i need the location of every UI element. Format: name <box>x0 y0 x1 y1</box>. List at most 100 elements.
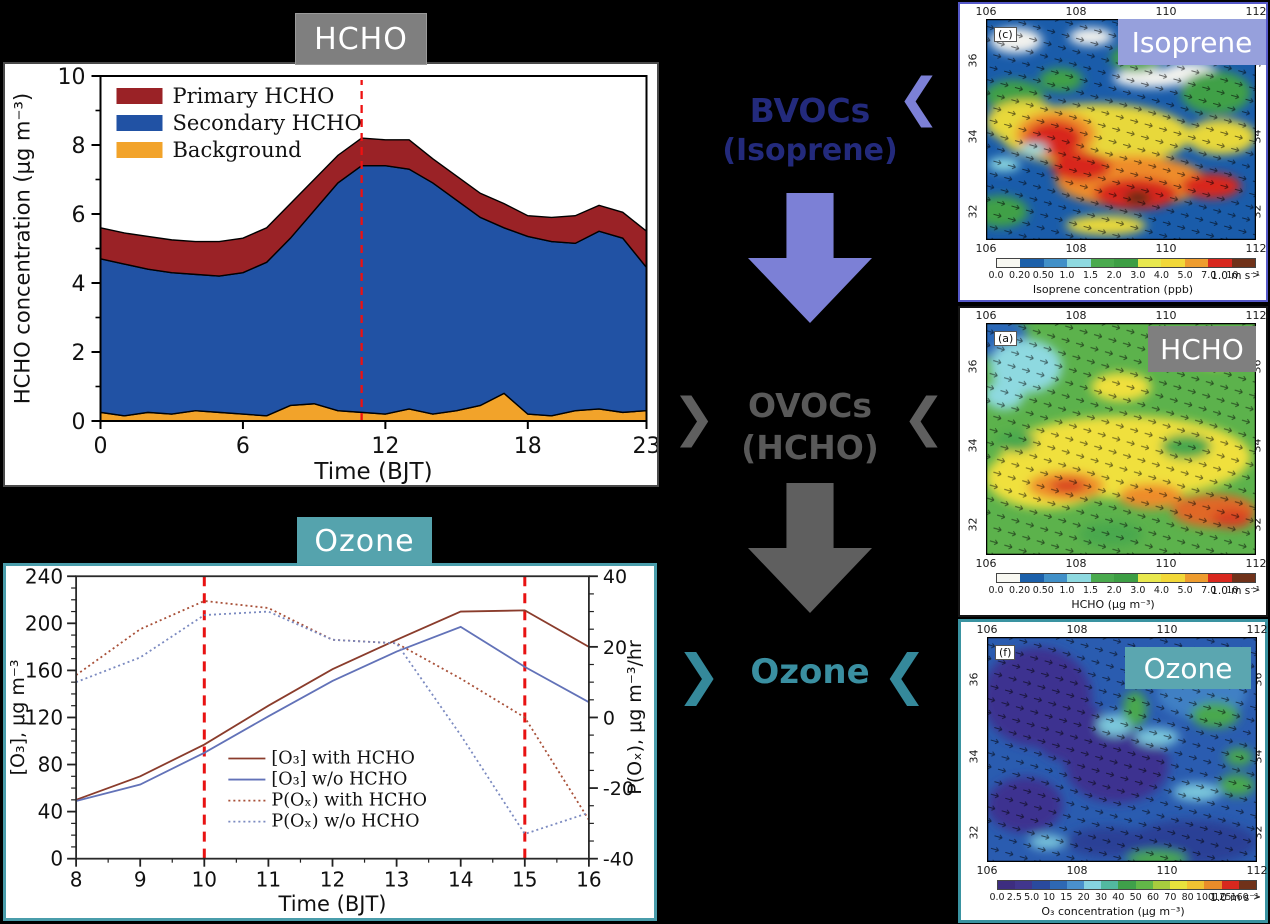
ozone-map-title: Ozone <box>1125 647 1251 689</box>
colorbar-cell <box>1231 259 1255 267</box>
lon-tick-label: 112 <box>1246 864 1268 877</box>
lon-tick-label: 106 <box>975 309 997 322</box>
svg-text:80: 80 <box>38 753 63 777</box>
map-panel-label: (a) <box>994 331 1018 346</box>
colorbar-tick-label: 80 <box>1181 892 1194 903</box>
lon-tick-label: 108 <box>1066 623 1088 636</box>
colorbar-tick-label: 3.0 <box>1130 270 1146 281</box>
bvocs-text: BVOCs <box>749 91 871 130</box>
colorbar-tick-label: 2.0 <box>1106 270 1122 281</box>
lon-tick-label: 110 <box>1156 864 1178 877</box>
hcho-diurnal-chart-panel: 0 2 4 6 8 10 0 6 12 18 23 Time (BJT) HCHO concentrat… <box>3 62 659 487</box>
svg-text:10: 10 <box>58 65 86 90</box>
svg-text:0: 0 <box>603 707 615 729</box>
svg-text:P(Oₓ) w/o HCHO: P(Oₓ) w/o HCHO <box>271 812 419 832</box>
ozone-chart-title-text: Ozone <box>314 523 415 559</box>
svg-text:2: 2 <box>72 341 86 366</box>
svg-text:0: 0 <box>72 410 86 435</box>
svg-text:12: 12 <box>320 868 345 892</box>
lon-tick-label: 112 <box>1245 557 1267 570</box>
isoprene-map-title: Isoprene <box>1118 19 1266 65</box>
svg-text:0: 0 <box>94 434 108 459</box>
colorbar-cell <box>1067 574 1091 582</box>
lat-tick-label: 34 <box>966 129 980 143</box>
svg-text:4: 4 <box>72 272 86 297</box>
lon-tick-label: 112 <box>1245 242 1267 255</box>
colorbar-cell <box>1118 881 1136 889</box>
colorbar-cell <box>1161 259 1185 267</box>
colorbar-tick-label: 0.0 <box>988 585 1004 596</box>
lat-tick-label: 32 <box>967 825 981 840</box>
wind-scale-label: 1.0 m s⁻¹ <box>1210 892 1259 904</box>
colorbar-tick-label: 7.0 <box>1201 270 1217 281</box>
lon-tick-label: 106 <box>975 242 997 255</box>
colorbar-tick-label: 1.5 <box>1082 585 1099 596</box>
svg-text:15: 15 <box>512 868 537 892</box>
colorbar-tick-label: 0.50 <box>1032 270 1054 281</box>
down-arrow-icon-gray <box>748 483 872 613</box>
colorbar-cell <box>1221 881 1239 889</box>
svg-text:10: 10 <box>192 868 217 892</box>
svg-text:Time (BJT): Time (BJT) <box>278 891 387 916</box>
colorbar-cell <box>1066 881 1085 889</box>
colorbar-cell <box>997 574 1021 582</box>
colorbar-cell <box>1204 881 1222 889</box>
colorbar-cell <box>1114 259 1138 267</box>
colorbar-tick-label: 20 <box>1077 892 1090 903</box>
colorbar-cell <box>1152 881 1171 889</box>
svg-text:120: 120 <box>25 705 63 729</box>
colorbar-cell <box>1049 881 1067 889</box>
svg-text:0: 0 <box>50 847 63 871</box>
svg-text:P(Oₓ) with HCHO: P(Oₓ) with HCHO <box>271 791 427 811</box>
bvocs-subtext: (Isoprene) <box>722 133 898 169</box>
wind-scale-label: 1.0 m s⁻¹ <box>1211 270 1260 282</box>
hcho-colorbar <box>996 573 1256 583</box>
lon-tick-label: 106 <box>975 5 997 18</box>
colorbar-cell <box>1043 574 1068 582</box>
isoprene-colorbar-caption: Isoprene concentration (ppb) <box>1032 283 1194 296</box>
chevron-left-icon: ❮ <box>897 68 941 128</box>
isoprene-colorbar <box>996 258 1256 268</box>
colorbar-tick-label: 10 <box>1226 585 1239 596</box>
colorbar-tick-label: 0.20 <box>1009 270 1031 281</box>
colorbar-tick-label: 0.50 <box>1032 585 1054 596</box>
colorbar-tick-label: 15 <box>1060 892 1073 903</box>
svg-text:8: 8 <box>72 134 86 159</box>
colorbar-tick-label: 2.0 <box>1106 585 1122 596</box>
ozone-colorbar-caption: O₃ concentration (μg m⁻³) <box>1041 905 1185 918</box>
colorbar-tick-label: 125 <box>1213 892 1232 903</box>
colorbar-tick-label: 30 <box>1094 892 1108 903</box>
colorbar-cell <box>1090 259 1115 267</box>
colorbar-tick-label: 0.20 <box>1009 585 1031 596</box>
lon-tick-label: 110 <box>1156 623 1178 636</box>
lon-tick-label: 110 <box>1155 242 1177 255</box>
colorbar-cell <box>1137 259 1162 267</box>
ozone-colorbar <box>997 880 1257 890</box>
colorbar-tick-label: 70 <box>1164 892 1177 903</box>
svg-text:[O₃], μg m⁻³: [O₃], μg m⁻³ <box>7 660 29 776</box>
wind-scale-label: 1.0 m s⁻¹ <box>1211 585 1260 597</box>
svg-text:Background: Background <box>173 138 302 162</box>
colorbar-cell <box>1137 574 1162 582</box>
colorbar-cell <box>1208 574 1232 582</box>
colorbar-cell <box>1208 259 1232 267</box>
svg-text:6: 6 <box>236 434 250 459</box>
lat-tick-label: 32 <box>966 204 980 219</box>
colorbar-tick-label: > <box>1253 892 1261 903</box>
colorbar-cell <box>1170 881 1188 889</box>
colorbar-cell <box>1067 259 1091 267</box>
colorbar-tick-label: 10 <box>1226 270 1239 281</box>
colorbar-cell <box>997 259 1021 267</box>
ovocs-subtext: (HCHO) <box>741 428 879 468</box>
colorbar-cell <box>1135 881 1153 889</box>
colorbar-cell <box>1114 574 1138 582</box>
flow-label-ovocs: OVOCs (HCHO) <box>688 385 932 469</box>
lon-tick-label: 112 <box>1246 623 1268 636</box>
colorbar-tick-label: 0.0 <box>988 270 1004 281</box>
lon-tick-label: 108 <box>1065 309 1087 322</box>
colorbar-tick-label: 7.0 <box>1201 585 1217 596</box>
svg-text:23: 23 <box>633 434 658 459</box>
colorbar-tick-label: 1.5 <box>1082 270 1099 281</box>
chevron-right-icon: ❯ <box>676 643 722 706</box>
